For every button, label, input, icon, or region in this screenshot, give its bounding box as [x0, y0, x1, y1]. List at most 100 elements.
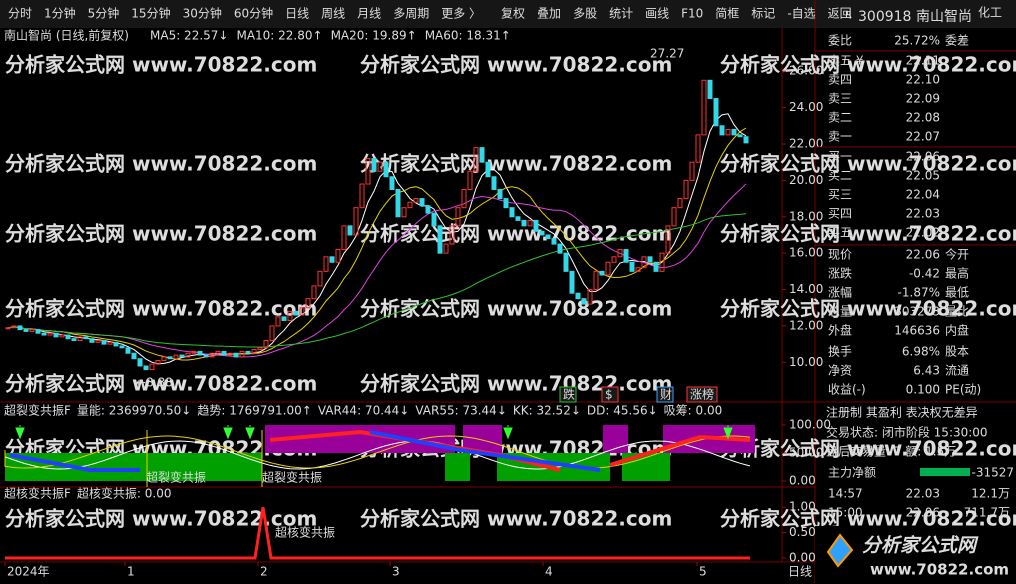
quote-value: 22.11: [906, 54, 940, 68]
legend-entry: MA10: 22.80↑: [236, 29, 322, 43]
candle: [71, 338, 77, 341]
candle: [725, 128, 731, 136]
toolbar-button[interactable]: 多周期: [393, 7, 429, 21]
toolbar-button[interactable]: 统计: [609, 7, 633, 21]
candle: [83, 336, 89, 340]
watermark: 分析家公式网 www.70822.com: [5, 152, 317, 176]
indicator-line: [4, 435, 751, 469]
toolbar-button[interactable]: 30分钟: [183, 6, 222, 21]
signal-label: 超裂变共振: [262, 470, 322, 485]
candle: [257, 347, 263, 351]
candle: [233, 352, 239, 358]
candle: [611, 256, 617, 263]
candle: [593, 270, 599, 291]
signal-arrow: [223, 425, 233, 440]
indicator-value: VAR44: 70.44↓: [318, 404, 410, 418]
watermark: 分析家公式网 www.70822.com: [360, 53, 672, 77]
toolbar-button[interactable]: 多股: [573, 7, 597, 21]
quote-value: 22.08: [906, 111, 940, 125]
candle: [353, 207, 359, 236]
quote-label: 量比: [945, 305, 969, 319]
watermark: 分析家公式网 www.70822.com: [5, 507, 317, 531]
y-tick-label: 0.00: [789, 474, 816, 488]
toolbar-button[interactable]: 简框: [715, 7, 739, 21]
toolbar-button[interactable]: 复权: [501, 7, 525, 21]
candle: [449, 225, 455, 245]
toolbar-button[interactable]: -自选: [787, 7, 815, 21]
candle: [359, 183, 365, 209]
toolbar-button[interactable]: 分时: [8, 7, 32, 21]
quote-label: 现价: [828, 248, 852, 262]
candle: [737, 134, 743, 138]
quote-label: 外盘: [828, 323, 852, 338]
quote-label: 总量: [828, 305, 852, 319]
candle: [545, 234, 551, 240]
candle: [335, 249, 341, 263]
indicator-line: [4, 440, 751, 470]
quote-label: 净资: [828, 364, 852, 378]
toolbar-button[interactable]: F10: [681, 7, 703, 21]
quote-value: 22.06: [906, 150, 940, 164]
candle: [77, 336, 83, 341]
toolbar-button[interactable]: 标记: [751, 7, 775, 21]
indicator-value: 超核变共振F: [4, 486, 71, 501]
toolbar-button[interactable]: 月线: [357, 7, 381, 21]
x-tick-label: 5: [699, 565, 707, 579]
toolbar-button[interactable]: 日线: [285, 7, 309, 21]
event-tag-bg: [559, 386, 577, 403]
candle: [53, 332, 59, 338]
toolbar-button[interactable]: 1分钟: [44, 6, 76, 21]
y-tick-label: 0.50: [789, 525, 816, 539]
toolbar-button[interactable]: 更多 〉: [441, 7, 481, 21]
legend-entry: MA20: 19.89↑: [331, 29, 417, 43]
candle: [287, 310, 293, 321]
candle: [701, 79, 707, 136]
candle: [227, 352, 233, 356]
candle: [647, 256, 653, 263]
candle: [617, 249, 623, 258]
candle: [485, 161, 491, 178]
quote-label: 卖三: [828, 92, 852, 106]
indicator-value: 超裂变共振F: [4, 403, 71, 418]
quote-value: 22.02: [906, 226, 940, 240]
candle: [713, 97, 719, 127]
period-label: 日线: [788, 565, 812, 579]
indicator-thick: [609, 434, 751, 467]
quote-label: 买四: [828, 207, 852, 221]
toolbar-button[interactable]: 60分钟: [234, 6, 273, 21]
candle: [23, 329, 29, 332]
candle: [65, 334, 71, 340]
candle: [563, 252, 569, 272]
x-tick-label: 2024年: [7, 565, 50, 579]
candle: [383, 161, 389, 178]
toolbar-button[interactable]: 5分钟: [88, 6, 120, 21]
quote-label: 涨跌: [828, 266, 852, 281]
y-tick-label: 20.00: [789, 173, 823, 187]
badge: R: [845, 10, 852, 21]
quote-value: -1.87%: [898, 286, 940, 300]
candle: [167, 356, 173, 360]
candle: [293, 310, 299, 316]
toolbar-button[interactable]: 返回: [828, 7, 852, 21]
indicator-value: 量能: 2369970.50↓: [77, 404, 191, 418]
candle: [341, 225, 347, 251]
indicator-value: DD: 45.56↓: [587, 404, 658, 418]
toolbar-button[interactable]: 叠加: [537, 7, 561, 21]
ma-line: [7, 127, 747, 361]
toolbar-button[interactable]: 15分钟: [131, 6, 170, 21]
candle: [245, 350, 251, 354]
candle: [431, 212, 437, 227]
toolbar-button[interactable]: 周线: [321, 7, 345, 21]
candle: [221, 350, 227, 356]
candle: [527, 219, 533, 227]
candle: [155, 360, 161, 365]
quote-value: -0.42: [909, 267, 940, 281]
candle: [179, 354, 185, 358]
quote-label: 卖一: [828, 130, 852, 144]
quote-label: 买五: [828, 226, 852, 240]
signal-band: [5, 453, 262, 482]
y-tick-label: 24.00: [789, 100, 823, 114]
candle: [407, 201, 413, 209]
toolbar-button[interactable]: 画线: [645, 7, 669, 21]
tick-time: 15:00: [828, 506, 863, 520]
